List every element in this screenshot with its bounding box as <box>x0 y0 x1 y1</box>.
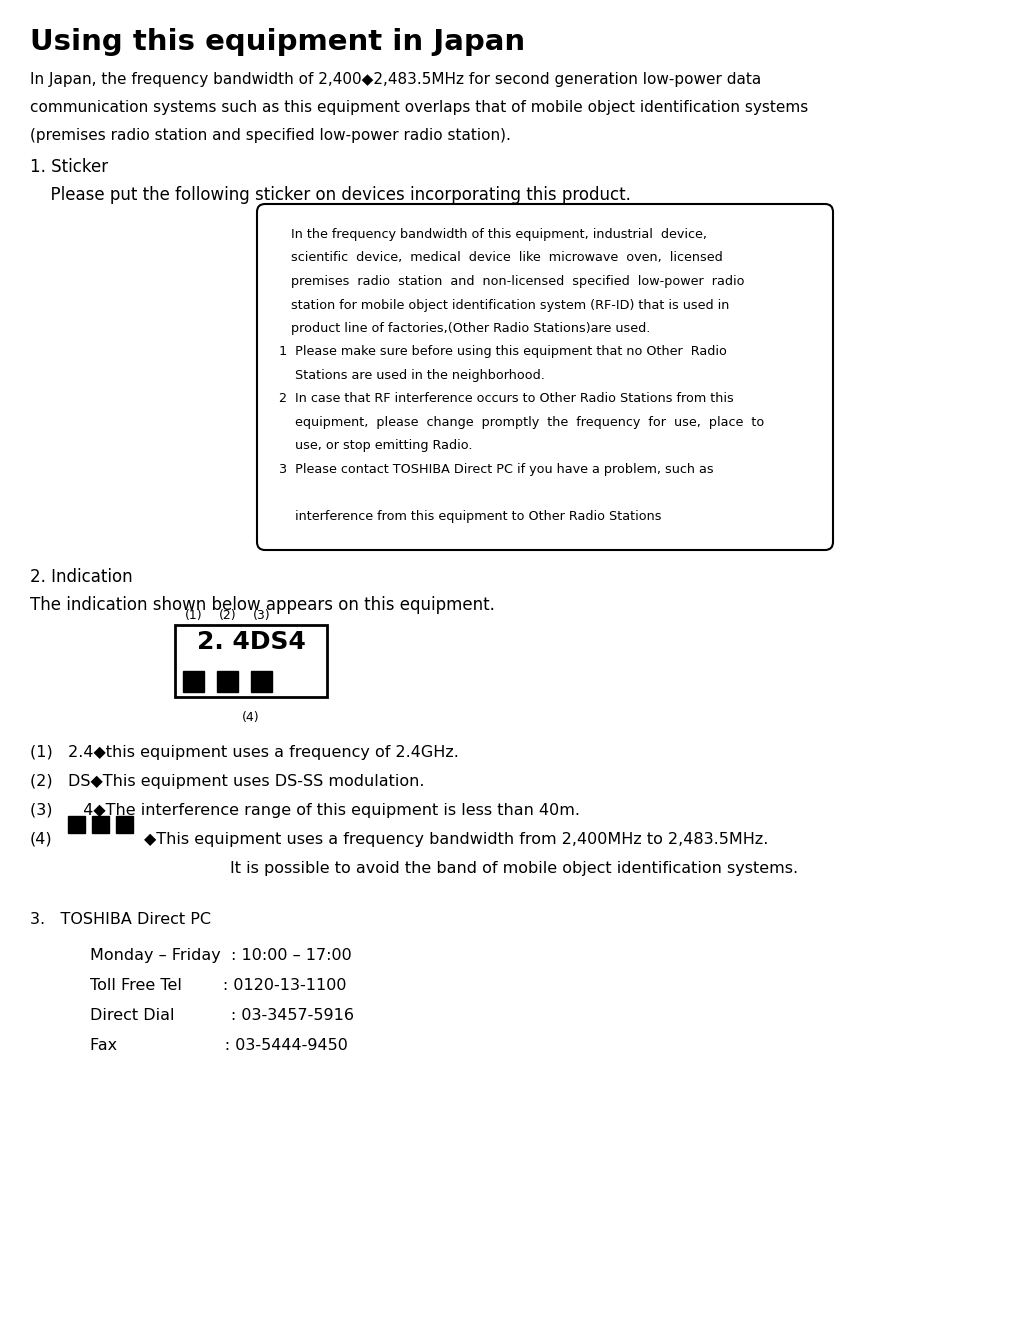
Text: scientific  device,  medical  device  like  microwave  oven,  licensed: scientific device, medical device like m… <box>279 251 723 265</box>
Text: The indication shown below appears on this equipment.: The indication shown below appears on th… <box>29 595 495 614</box>
Text: 2  In case that RF interference occurs to Other Radio Stations from this: 2 In case that RF interference occurs to… <box>279 392 733 406</box>
Text: In the frequency bandwidth of this equipment, industrial  device,: In the frequency bandwidth of this equip… <box>279 228 707 241</box>
Text: interference from this equipment to Other Radio Stations: interference from this equipment to Othe… <box>279 509 661 523</box>
Text: Stations are used in the neighborhood.: Stations are used in the neighborhood. <box>279 370 545 382</box>
Text: (3): (3) <box>252 609 271 622</box>
Text: 3.   TOSHIBA Direct PC: 3. TOSHIBA Direct PC <box>29 913 211 927</box>
Bar <box>183 671 204 692</box>
Text: product line of factories,(Other Radio Stations)are used.: product line of factories,(Other Radio S… <box>279 323 651 335</box>
Text: 1. Sticker: 1. Sticker <box>29 159 108 176</box>
Text: Fax                     : 03-5444-9450: Fax : 03-5444-9450 <box>89 1038 348 1052</box>
Text: It is possible to avoid the band of mobile object identification systems.: It is possible to avoid the band of mobi… <box>230 862 798 876</box>
Text: 2. Indication: 2. Indication <box>29 569 132 586</box>
Text: (1)   2.4◆this equipment uses a frequency of 2.4GHz.: (1) 2.4◆this equipment uses a frequency … <box>29 745 459 759</box>
Text: In Japan, the frequency bandwidth of 2,400◆2,483.5MHz for second generation low-: In Japan, the frequency bandwidth of 2,4… <box>29 73 762 87</box>
Text: 2. 4DS4: 2. 4DS4 <box>196 630 305 655</box>
Text: use, or stop emitting Radio.: use, or stop emitting Radio. <box>279 439 473 453</box>
Text: (2)   DS◆This equipment uses DS-SS modulation.: (2) DS◆This equipment uses DS-SS modulat… <box>29 774 424 789</box>
Text: Monday – Friday  : 10:00 – 17:00: Monday – Friday : 10:00 – 17:00 <box>89 948 352 964</box>
Bar <box>92 816 109 833</box>
Text: ◆This equipment uses a frequency bandwidth from 2,400MHz to 2,483.5MHz.: ◆This equipment uses a frequency bandwid… <box>144 832 769 847</box>
Text: premises  radio  station  and  non-licensed  specified  low-power  radio: premises radio station and non-licensed … <box>279 276 744 288</box>
Text: Please put the following sticker on devices incorporating this product.: Please put the following sticker on devi… <box>40 185 631 204</box>
Text: communication systems such as this equipment overlaps that of mobile object iden: communication systems such as this equip… <box>29 99 809 116</box>
Text: station for mobile object identification system (RF-ID) that is used in: station for mobile object identification… <box>279 298 729 312</box>
Bar <box>251 671 272 692</box>
Bar <box>116 816 133 833</box>
Text: (3)      4◆The interference range of this equipment is less than 40m.: (3) 4◆The interference range of this equ… <box>29 802 580 818</box>
Text: (4): (4) <box>29 832 53 847</box>
Text: (premises radio station and specified low-power radio station).: (premises radio station and specified lo… <box>29 128 511 142</box>
Bar <box>217 671 238 692</box>
Text: 1  Please make sure before using this equipment that no Other  Radio: 1 Please make sure before using this equ… <box>279 345 727 359</box>
FancyBboxPatch shape <box>257 204 833 550</box>
Text: (2): (2) <box>219 609 236 622</box>
Text: Using this equipment in Japan: Using this equipment in Japan <box>29 28 525 56</box>
Text: (1): (1) <box>185 609 202 622</box>
Text: Toll Free Tel        : 0120-13-1100: Toll Free Tel : 0120-13-1100 <box>89 978 347 993</box>
Text: equipment,  please  change  promptly  the  frequency  for  use,  place  to: equipment, please change promptly the fr… <box>279 417 764 429</box>
Text: Direct Dial           : 03-3457-5916: Direct Dial : 03-3457-5916 <box>89 1008 354 1023</box>
Text: 3  Please contact TOSHIBA Direct PC if you have a problem, such as: 3 Please contact TOSHIBA Direct PC if yo… <box>279 462 714 476</box>
Bar <box>68 816 85 833</box>
Text: (4): (4) <box>242 711 259 724</box>
Bar <box>175 625 327 698</box>
